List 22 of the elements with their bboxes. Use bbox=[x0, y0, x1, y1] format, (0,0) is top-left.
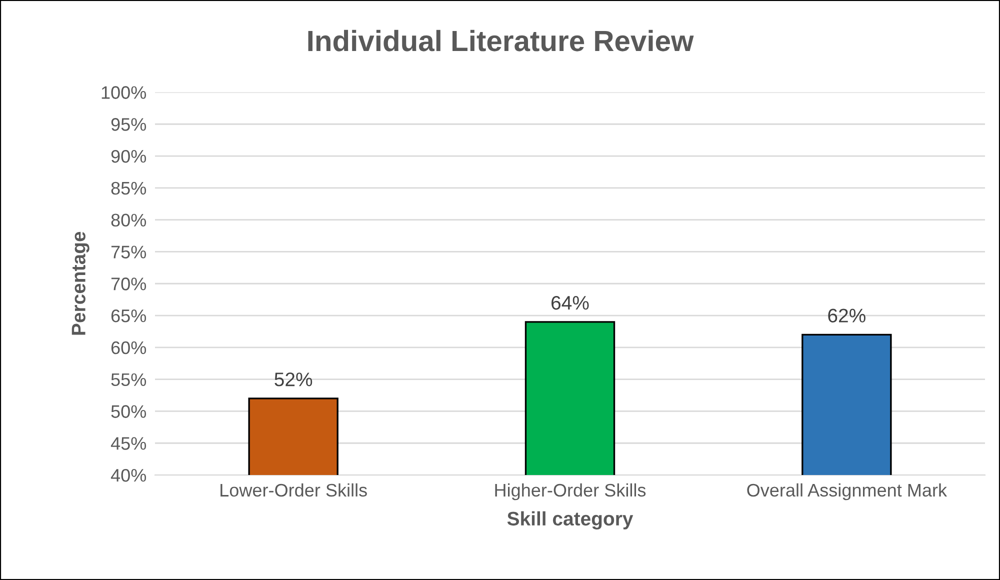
y-tick-label: 80% bbox=[111, 214, 146, 227]
y-tick-label: 40% bbox=[110, 468, 146, 482]
y-tick-label: 65% bbox=[111, 309, 146, 322]
chart-title: Individual Literature Review bbox=[308, 30, 694, 52]
y-tick-label: 85% bbox=[111, 182, 146, 195]
y-tick-label: 70% bbox=[111, 278, 146, 290]
x-tick-label: Overall Assignment Mark bbox=[747, 483, 948, 500]
y-tick-label: 100% bbox=[102, 86, 146, 99]
y-axis-title: Percentage bbox=[72, 232, 90, 335]
y-tick-label: 45% bbox=[110, 437, 146, 450]
data-label: 52% bbox=[274, 372, 312, 386]
x-tick-label: Higher-Order Skills bbox=[495, 483, 646, 500]
y-tick-label: 50% bbox=[111, 405, 146, 418]
x-axis-title: Skill category bbox=[507, 511, 634, 530]
data-label: 62% bbox=[828, 308, 866, 322]
y-tick-label: 55% bbox=[111, 373, 146, 386]
y-tick-label: 95% bbox=[111, 118, 146, 131]
y-tick-label: 90% bbox=[111, 150, 146, 163]
data-label: 64% bbox=[552, 296, 589, 310]
y-tick-label: 75% bbox=[111, 246, 146, 258]
x-tick-label: Lower-Order Skills bbox=[220, 483, 367, 497]
y-tick-label: 60% bbox=[111, 341, 146, 354]
